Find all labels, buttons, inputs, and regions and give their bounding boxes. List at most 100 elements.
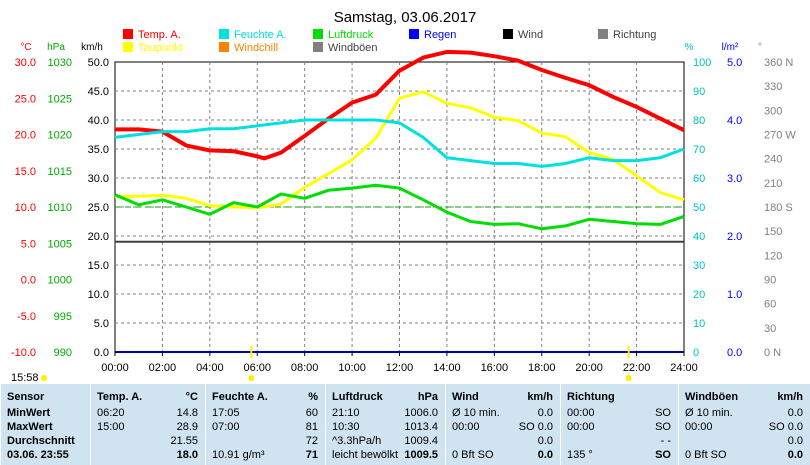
tick-direction: 270 W <box>764 130 796 142</box>
stats-header: Feuchte A.% <box>206 390 326 404</box>
legend-item: Luftdruck <box>313 29 374 41</box>
tick-direction: 240 <box>764 154 782 166</box>
current-time-label: 15:58 <box>11 372 39 384</box>
tick-x: 22:00 <box>623 362 651 374</box>
legend-swatch <box>219 29 229 39</box>
stats-cell-label: ^3.3hPa/h <box>332 435 382 447</box>
stats-cell-value: 0.0 <box>787 449 803 461</box>
stats-row: MinWert <box>1 406 91 420</box>
stats-header-unit: hPa <box>417 391 438 403</box>
tick-humidity: 70 <box>693 144 705 156</box>
legend-label: Temp. A. <box>138 29 181 41</box>
tick-direction: 210 <box>764 178 782 190</box>
tick-direction: 150 <box>764 226 782 238</box>
chart-series <box>114 49 685 353</box>
stats-cell-label: 0 Bft SO <box>452 449 494 461</box>
stats-header-unit: km/h <box>527 391 553 403</box>
legend-swatch <box>503 29 513 39</box>
tick-x: 02:00 <box>149 362 177 374</box>
stats-row: Ø 10 min. 0.0 <box>446 406 561 420</box>
stats-row: 00:00 SO 0.0 <box>679 420 810 434</box>
stats-row: 0 Bft SO 0.0 <box>446 448 561 462</box>
stats-header-label: Windböen <box>685 391 739 403</box>
stats-row: 10.91 g/m³ 71 <box>206 448 326 462</box>
tick-pressure: 1010 <box>48 202 72 214</box>
stats-header-label: Luftdruck <box>332 391 383 403</box>
tick-humidity: 10 <box>693 318 705 330</box>
tick-temp: -5.0 <box>17 311 36 323</box>
stats-cell-value: 60 <box>305 407 318 419</box>
stats-header-label: Sensor <box>7 391 45 403</box>
tick-humidity: 60 <box>693 173 705 185</box>
tick-wind: 5.0 <box>94 318 109 330</box>
tick-x: 16:00 <box>481 362 509 374</box>
legend-swatch <box>123 29 133 39</box>
stats-header-label: Wind <box>452 391 479 403</box>
stats-column-6: Windböen km/h Ø 10 min. 0.0 00:00 SO 0.0 0.0 0 … <box>678 384 810 465</box>
stats-cell-label: 00:00 <box>685 421 713 433</box>
stats-column-2: Feuchte A.% 17:05 60 07:00 81 72 10.91 g/m³ 71 <box>205 384 326 465</box>
stats-cell-label: 0 Bft SO <box>685 449 727 461</box>
legend-item: Temp. A. <box>123 29 181 41</box>
stats-header: Sensor <box>1 390 91 404</box>
stats-cell-value: 21.55 <box>170 435 198 447</box>
axis-unit-rain: l/m² <box>722 42 739 53</box>
stats-header: Wind km/h <box>446 390 561 404</box>
legend-label: Luftdruck <box>328 29 374 41</box>
tick-x: 14:00 <box>433 362 461 374</box>
stats-cell-label: 10.91 g/m³ <box>212 449 265 461</box>
legend-label: Wind <box>518 29 543 41</box>
event-marker-dot <box>248 375 255 381</box>
stats-row: 15:00 28.9 <box>91 420 206 434</box>
stats-cell-label: leicht bewölkt <box>332 449 399 461</box>
stats-cell-value: - - <box>660 435 671 447</box>
tick-direction: 0 N <box>764 347 781 359</box>
tick-direction: 300 <box>764 105 782 117</box>
stats-header: Richtung <box>561 390 679 404</box>
stats-row: 06:20 14.8 <box>91 406 206 420</box>
legend-swatch <box>123 42 133 52</box>
stats-column-1: Temp. A. °C 06:20 14.8 15:00 28.9 21.55 18.0 <box>90 384 206 465</box>
tick-wind: 15.0 <box>88 260 109 272</box>
tick-wind: 0.0 <box>94 347 109 359</box>
series-luftdruck <box>114 183 685 231</box>
tick-temp: 15.0 <box>15 166 36 178</box>
tick-wind: 40.0 <box>88 115 109 127</box>
tick-rain: 4.0 <box>727 115 742 127</box>
series-temp-a- <box>115 49 685 161</box>
stats-cell-label: 00:00 <box>567 407 595 419</box>
stats-cell-value: 1009.5 <box>404 449 438 461</box>
chart-title: Samstag, 03.06.2017 <box>334 9 477 26</box>
stats-row: 03.06. 23:55 <box>1 448 91 462</box>
tick-humidity: 40 <box>693 231 705 243</box>
legend-swatch <box>313 42 323 52</box>
tick-temp: 20.0 <box>15 130 36 142</box>
stats-cell-value: 1009.4 <box>404 435 438 447</box>
chart-legend: Temp. A. Feuchte A. Luftdruck Regen Wind Rich… <box>123 29 656 54</box>
stats-cell-value: 0.0 <box>787 407 803 419</box>
stats-row: MaxWert <box>1 420 91 434</box>
axis-unit-wind: km/h <box>81 42 103 53</box>
legend-label: Regen <box>424 29 456 41</box>
tick-temp: -10.0 <box>11 347 36 359</box>
stats-cell-label: 00:00 <box>452 421 480 433</box>
stats-cell-value: 28.9 <box>176 421 198 433</box>
tick-temp: 5.0 <box>21 238 36 250</box>
legend-label: Feuchte A. <box>234 29 287 41</box>
stats-cell-label: 10:30 <box>332 421 360 433</box>
tick-direction: 30 <box>764 323 776 335</box>
stats-cell-value: 72 <box>305 435 318 447</box>
stats-row: 17:05 60 <box>206 406 326 420</box>
tick-pressure: 1020 <box>48 130 72 142</box>
stats-row: leicht bewölkt 1009.5 <box>326 448 446 462</box>
tick-pressure: 1015 <box>48 166 72 178</box>
tick-wind: 25.0 <box>88 202 109 214</box>
stats-header: Luftdruck hPa <box>326 390 446 404</box>
tick-direction: 90 <box>764 275 776 287</box>
axis-unit-direction: ° <box>758 42 762 53</box>
stats-row: 0.0 <box>679 434 810 448</box>
tick-x: 24:00 <box>670 362 698 374</box>
stats-column-0: Sensor MinWert MaxWert Durchschnitt 03.06. 2… <box>0 384 91 465</box>
tick-wind: 50.0 <box>88 57 109 69</box>
stats-cell-value: 1013.4 <box>404 421 438 433</box>
